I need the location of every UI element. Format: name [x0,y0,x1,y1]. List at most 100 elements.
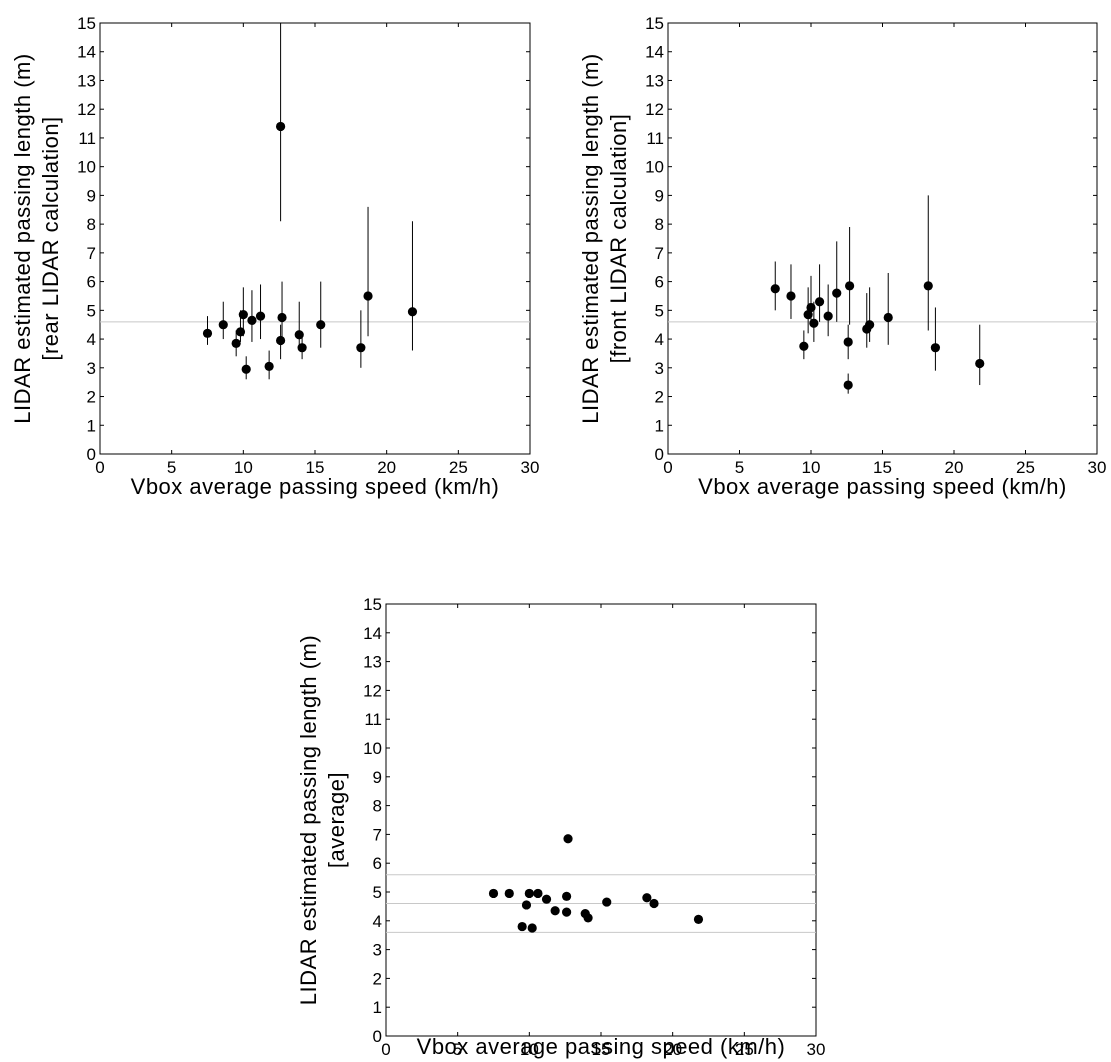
x-tick-label: 0 [663,458,672,477]
y-tick-label: 3 [373,941,382,960]
data-point [693,914,704,924]
data-point [277,312,287,323]
y-tick-label: 11 [364,710,382,729]
y-tick-label: 6 [87,273,96,292]
y-tick-label: 4 [655,330,664,349]
y-tick-label: 13 [645,71,664,90]
data-point [799,341,809,351]
y-tick-label: 11 [78,129,96,148]
data-point [770,284,780,294]
data-point [297,343,307,353]
data-point [563,834,573,844]
data-point [488,888,499,899]
y-tick-label: 7 [655,244,664,263]
data-point [255,311,266,321]
x-axis-label: Vbox average passing speed (km/h) [698,474,1067,499]
y-tick-label: 13 [77,71,96,90]
data-point [363,291,373,301]
y-tick-label: 6 [373,854,382,873]
x-tick-label: 5 [167,458,176,477]
y-tick-label: 0 [655,445,664,464]
data-point [241,364,251,374]
data-point [533,888,543,899]
y-tick-label: 10 [363,739,382,758]
y-tick-label: 9 [655,186,664,205]
y-axis-label: LIDAR estimated passing length (m) [10,53,35,423]
y-tick-label: 9 [87,186,96,205]
y-tick-label: 15 [363,595,382,614]
data-point [356,343,366,353]
data-point [527,923,537,933]
y-tick-label: 6 [655,273,664,292]
data-point [235,327,246,337]
y-axis-label: [rear LIDAR calculation] [38,116,63,360]
y-tick-label: 3 [655,359,664,378]
data-point [923,281,933,291]
x-tick-label: 5 [735,458,744,477]
data-point [517,921,527,932]
data-point [562,891,572,901]
data-point [649,898,659,909]
y-tick-label: 5 [373,883,382,902]
data-point [316,320,326,330]
data-point [238,310,248,320]
y-tick-label: 1 [373,998,382,1017]
data-point [843,380,853,390]
y-tick-label: 7 [373,825,382,844]
x-tick-label: 15 [873,458,892,477]
data-point [930,343,941,353]
y-tick-label: 0 [87,445,96,464]
y-axis-label: [front LIDAR calculation] [606,114,631,364]
data-point [823,311,833,321]
data-point [276,121,286,132]
data-point [975,358,985,369]
y-tick-label: 7 [87,244,96,263]
x-tick-label: 25 [449,458,468,477]
data-point [602,897,612,907]
x-tick-label: 25 [1016,458,1035,477]
y-tick-label: 14 [645,43,664,62]
x-tick-label: 30 [807,1040,826,1059]
data-point [550,906,560,916]
data-point [642,893,652,903]
y-tick-label: 8 [655,215,664,234]
y-tick-label: 15 [77,14,96,33]
y-tick-label: 2 [655,388,664,407]
x-tick-label: 5 [453,1040,462,1059]
x-tick-label: 30 [1088,458,1107,477]
y-tick-label: 12 [645,100,664,119]
x-tick-label: 15 [592,1040,611,1059]
data-point [883,312,893,323]
y-tick-label: 5 [87,301,96,320]
x-axis-label: Vbox average passing speed (km/h) [131,474,500,499]
data-point [407,307,418,317]
x-axis-label: Vbox average passing speed (km/h) [417,1034,786,1059]
plot-frame [385,603,817,1037]
data-point [231,338,241,348]
data-point [524,888,534,899]
data-point [264,361,274,371]
y-tick-label: 14 [77,43,96,62]
x-tick-label: 25 [735,1040,754,1059]
data-point [247,315,257,325]
data-point [786,291,796,301]
y-tick-label: 1 [87,416,96,435]
x-tick-label: 20 [663,1040,682,1059]
y-tick-label: 4 [373,912,382,931]
x-tick-label: 10 [234,458,253,477]
y-tick-label: 10 [77,158,96,177]
y-axis-label: LIDAR estimated passing length (m) [296,635,321,1005]
data-point [521,900,532,910]
y-tick-label: 8 [87,215,96,234]
x-tick-label: 10 [520,1040,539,1059]
data-point [294,330,304,340]
y-tick-label: 5 [655,301,664,320]
data-point [504,888,514,899]
y-tick-label: 2 [373,969,382,988]
y-tick-label: 11 [646,129,664,148]
y-tick-label: 12 [77,100,96,119]
data-point [276,335,286,346]
